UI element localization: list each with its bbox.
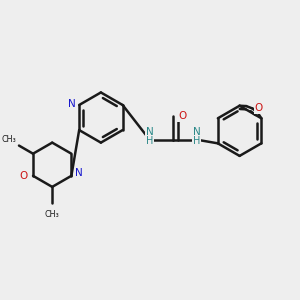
Text: N: N xyxy=(146,127,154,137)
Text: O: O xyxy=(178,111,186,121)
Text: H: H xyxy=(193,136,200,146)
Text: N: N xyxy=(75,169,83,178)
Text: N: N xyxy=(193,127,201,137)
Text: N: N xyxy=(68,98,76,109)
Text: H: H xyxy=(146,136,153,146)
Text: O: O xyxy=(20,171,28,181)
Text: CH₃: CH₃ xyxy=(2,136,16,145)
Text: CH₃: CH₃ xyxy=(45,210,60,219)
Text: O: O xyxy=(255,103,263,113)
